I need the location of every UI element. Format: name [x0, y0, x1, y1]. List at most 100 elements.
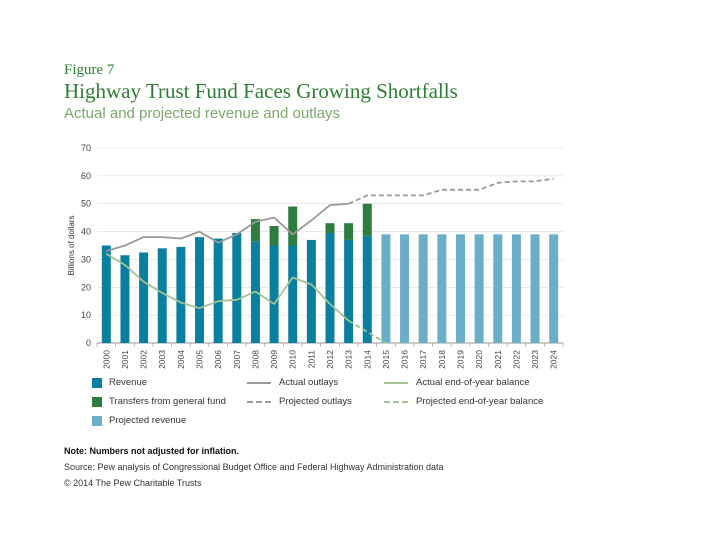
- y-tick-label: 0: [86, 338, 91, 348]
- x-tick-label: 2022: [511, 350, 521, 369]
- bar-projected-revenue: [437, 234, 447, 343]
- x-tick-label: 2013: [344, 350, 354, 369]
- bar-projected-revenue: [493, 234, 503, 343]
- x-tick-label: 2012: [325, 350, 335, 369]
- legend-item-projected-balance: Projected end-of-year balance: [384, 396, 543, 407]
- x-tick-label: 2023: [530, 350, 540, 369]
- bar-projected-revenue: [381, 234, 391, 343]
- bar-projected-revenue: [530, 234, 540, 343]
- bar-revenue: [288, 245, 298, 343]
- bar-revenue: [213, 238, 223, 343]
- line-projected-balance: [348, 319, 387, 344]
- legend-item-actual-balance: Actual end-of-year balance: [384, 377, 530, 388]
- y-tick-label: 20: [81, 282, 91, 292]
- chart-copyright: © 2014 The Pew Charitable Trusts: [64, 478, 202, 488]
- legend-swatch-projected-balance: [384, 400, 408, 403]
- highway-trust-fund-chart: 0 10 20 30 40 50 60 70 2000 2001 2002 2003 2004 2005…: [67, 143, 564, 369]
- bar-revenue: [306, 239, 316, 343]
- bar-revenue: [344, 239, 354, 343]
- chart-note: Note: Numbers not adjusted for inflation…: [64, 446, 239, 456]
- y-axis-label: Billions of dollars: [67, 215, 76, 275]
- x-tick-label: 2021: [493, 350, 503, 369]
- y-tick-label: 70: [81, 143, 91, 153]
- bar-transfers: [344, 223, 354, 240]
- chart-title: Highway Trust Fund Faces Growing Shortfa…: [64, 79, 458, 103]
- line-actual-balance: [105, 253, 350, 322]
- x-tick-label: 2000: [101, 350, 111, 369]
- bar-projected-revenue: [511, 234, 521, 343]
- bar-transfers: [288, 206, 298, 246]
- x-tick-label: 2018: [437, 350, 447, 369]
- x-tick-label: 2019: [455, 350, 465, 369]
- legend-label-actual-balance: Actual end-of-year balance: [416, 377, 530, 388]
- legend-label-transfers: Transfers from general fund: [109, 396, 226, 407]
- y-tick-label: 40: [81, 227, 91, 237]
- legend-swatch-projected-revenue: [92, 415, 102, 426]
- legend-label-revenue: Revenue: [109, 377, 148, 388]
- x-tick-label: 2005: [195, 350, 205, 369]
- x-tick-label: 2006: [213, 350, 223, 369]
- x-tick-label: 2009: [269, 350, 279, 369]
- legend-swatch-actual-outlays: [247, 381, 271, 384]
- x-tick-label: 2001: [120, 350, 130, 369]
- x-tick-labels: 2000 2001 2002 2003 2004 2005 2006 2007 2008 2009…: [101, 350, 558, 369]
- chart-source: Source: Pew analysis of Congressional Bu…: [64, 462, 444, 472]
- bar-revenue: [176, 246, 186, 343]
- x-tick-label: 2024: [549, 350, 559, 369]
- y-tick-label: 50: [81, 199, 91, 209]
- x-tick-label: 2020: [474, 350, 484, 369]
- legend-item-projected-outlays: Projected outlays: [247, 396, 352, 407]
- bar-revenue: [139, 252, 149, 343]
- x-tick-label: 2011: [306, 350, 316, 369]
- legend-label-projected-balance: Projected end-of-year balance: [416, 396, 544, 407]
- legend-label-projected-outlays: Projected outlays: [279, 396, 352, 407]
- bar-projected-revenue: [455, 234, 465, 343]
- legend-label-actual-outlays: Actual outlays: [279, 377, 339, 388]
- legend-item-projected-revenue: Projected revenue: [92, 415, 186, 426]
- y-tick-label: 30: [81, 254, 91, 264]
- x-tick-label: 2010: [288, 350, 298, 369]
- legend-item-actual-outlays: Actual outlays: [247, 377, 338, 388]
- legend-item-transfers: Transfers from general fund: [92, 396, 226, 407]
- x-tick-label: 2017: [418, 350, 428, 369]
- bar-projected-revenue: [549, 234, 559, 343]
- x-tick-label: 2016: [400, 350, 410, 369]
- y-tick-labels: 0 10 20 30 40 50 60 70: [81, 143, 91, 348]
- legend-swatch-actual-balance: [384, 381, 408, 384]
- bar-transfers: [325, 223, 335, 233]
- line-projected-outlays: [348, 177, 554, 205]
- x-tick-label: 2007: [232, 350, 242, 369]
- x-tick-label: 2003: [157, 350, 167, 369]
- bar-projected-revenue: [418, 234, 428, 343]
- legend-item-revenue: Revenue: [92, 377, 147, 388]
- figure-label: Figure 7: [64, 62, 115, 78]
- bar-transfers: [269, 226, 279, 246]
- x-tick-label: 2004: [176, 350, 186, 369]
- bar-transfers: [250, 219, 260, 242]
- bar-revenue: [325, 232, 335, 343]
- chart-legend: Revenue Transfers from general fund Proj…: [92, 377, 652, 433]
- x-tick-label: 2002: [139, 350, 149, 369]
- bar-projected-revenue: [400, 234, 410, 343]
- legend-swatch-revenue: [92, 377, 102, 388]
- bar-transfers: [362, 203, 372, 236]
- legend-swatch-transfers: [92, 396, 102, 407]
- bar-projected-revenue: [474, 234, 484, 343]
- legend-label-projected-revenue: Projected revenue: [109, 415, 187, 426]
- bar-revenue: [232, 232, 242, 343]
- legend-swatch-projected-outlays: [247, 400, 271, 403]
- bar-revenue: [120, 255, 130, 343]
- x-tick-label: 2015: [381, 350, 391, 369]
- bar-revenue: [195, 237, 205, 343]
- bar-revenue: [269, 245, 279, 343]
- x-tick-label: 2008: [250, 350, 260, 369]
- line-actual-outlays: [106, 202, 349, 252]
- bar-revenue: [101, 245, 111, 343]
- x-tick-label: 2014: [362, 350, 372, 369]
- chart-subtitle: Actual and projected revenue and outlays: [64, 105, 341, 122]
- bar-revenue: [157, 248, 167, 343]
- bar-revenue: [362, 235, 372, 343]
- bar-marks: [101, 203, 559, 343]
- y-tick-label: 10: [81, 310, 91, 320]
- line-marks: [105, 177, 554, 344]
